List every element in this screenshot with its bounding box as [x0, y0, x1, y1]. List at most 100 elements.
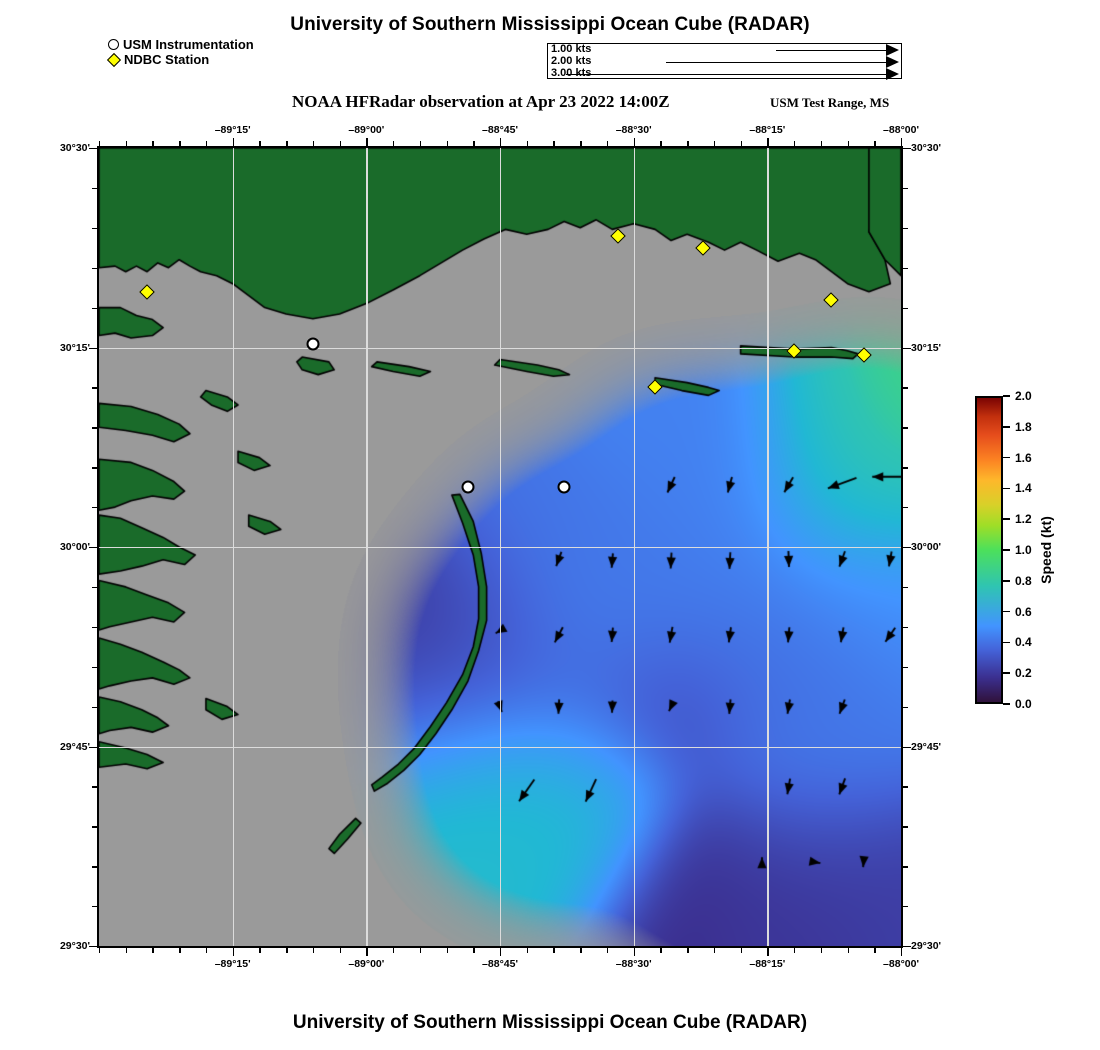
graticule-parallel [99, 547, 901, 549]
colorbar-title: Speed (kt) [1038, 516, 1054, 584]
y-tick-mark-left [92, 267, 97, 270]
diamond-marker-icon [106, 52, 122, 67]
y-tick-label-right: 30°30' [911, 142, 942, 154]
x-tick-label-bottom: –89°00' [348, 958, 385, 970]
circle-marker-icon [108, 39, 119, 50]
y-tick-mark-left [89, 746, 97, 748]
colorbar-tick-mark [1003, 426, 1010, 428]
x-tick-mark-bottom [901, 948, 903, 956]
y-tick-mark-right [903, 427, 908, 429]
y-tick-mark-left [92, 387, 97, 389]
x-tick-mark-top [526, 141, 529, 146]
colorbar-tick-label: 0.4 [1015, 635, 1032, 650]
colorbar-tick-mark [1003, 456, 1010, 459]
x-tick-mark-top [179, 141, 181, 146]
x-tick-mark-bottom [366, 948, 368, 956]
y-tick-mark-left [92, 826, 97, 828]
x-tick-label-bottom: –88°15' [749, 958, 786, 970]
y-tick-mark-right [903, 467, 908, 469]
usm-instrumentation-marker[interactable] [461, 480, 475, 494]
x-tick-mark-top [580, 141, 582, 146]
graticule-parallel [99, 347, 901, 349]
x-tick-label-top: –88°15' [749, 124, 786, 136]
y-tick-mark-right [903, 187, 908, 190]
y-tick-mark-left [92, 467, 97, 469]
legend-label-ndbc: NDBC Station [124, 52, 210, 67]
graticule-parallel [99, 746, 901, 748]
y-tick-mark-left [92, 507, 97, 509]
x-tick-mark-top [901, 138, 903, 146]
colorbar-tick-label: 1.8 [1015, 419, 1032, 434]
footer-title: University of Southern Mississippi Ocean… [292, 1012, 808, 1033]
y-tick-mark-left [89, 347, 97, 349]
y-tick-mark-left [92, 307, 97, 309]
page-title: University of Southern Mississippi Ocean… [290, 14, 810, 35]
x-tick-mark-bottom [446, 948, 448, 953]
colorbar-tick-mark [1003, 610, 1010, 613]
y-tick-mark-right [903, 586, 908, 589]
x-tick-mark-bottom [205, 948, 208, 953]
vector-scale-row-2: 2.00 kts [548, 55, 901, 68]
usm-instrumentation-marker[interactable] [306, 337, 320, 350]
x-tick-mark-top [393, 141, 395, 146]
colorbar-tick-mark [1003, 487, 1010, 490]
y-tick-mark-left [92, 626, 97, 629]
x-tick-mark-bottom [794, 948, 796, 953]
x-tick-mark-top [152, 141, 154, 146]
colorbar-tick-label: 1.2 [1015, 512, 1032, 527]
x-tick-mark-bottom [286, 948, 288, 953]
y-tick-mark-right [903, 906, 908, 908]
y-tick-mark-right [903, 666, 908, 669]
x-tick-mark-bottom [312, 948, 315, 953]
x-tick-mark-top [820, 141, 823, 146]
colorbar-tick-mark [1003, 518, 1010, 520]
y-tick-label-left: 29°30' [59, 940, 90, 952]
x-tick-mark-top [446, 141, 448, 146]
x-tick-mark-bottom [152, 948, 154, 953]
x-tick-mark-top [366, 138, 368, 146]
x-tick-mark-bottom [419, 948, 422, 953]
x-tick-mark-top [553, 141, 555, 146]
x-tick-mark-bottom [179, 948, 181, 953]
y-tick-mark-right [903, 866, 908, 868]
vector-scale-label-3: 3.00 kts [551, 67, 592, 79]
x-tick-mark-bottom [125, 948, 128, 953]
x-tick-mark-bottom [526, 948, 529, 953]
y-tick-mark-left [92, 786, 97, 788]
x-tick-label-top: –88°30' [615, 124, 652, 136]
map-plot-area[interactable] [97, 146, 903, 948]
y-tick-mark-left [89, 547, 97, 549]
y-tick-mark-right [903, 387, 908, 389]
vector-scale-line-2 [666, 62, 886, 64]
x-tick-mark-top [847, 141, 849, 146]
colorbar-tick-label: 0.6 [1015, 604, 1032, 619]
y-tick-mark-right [903, 946, 911, 948]
vector-scale-label-2: 2.00 kts [551, 55, 592, 67]
colorbar-group: 0.0 0.2 0.4 0.6 0.8 1.0 1.2 1.4 1.6 1.8 2.0 [975, 389, 1032, 711]
vector-scale-line-3 [566, 74, 886, 76]
speed-colorbar[interactable] [975, 396, 1003, 704]
x-tick-mark-bottom [687, 948, 689, 953]
x-tick-mark-top [99, 141, 101, 146]
vector-scale-arrowhead-2 [886, 56, 899, 68]
colorbar-tick-mark [1003, 703, 1010, 705]
x-tick-mark-bottom [740, 948, 742, 953]
y-tick-label-right: 29°45' [911, 740, 942, 753]
x-tick-mark-top [205, 141, 208, 146]
x-tick-label-bottom: –88°45' [482, 958, 518, 970]
x-tick-mark-top [713, 141, 716, 146]
vector-scale-key: 1.00 kts 2.00 kts 3.00 kts [547, 43, 902, 80]
colorbar-tick-label: 0.0 [1015, 697, 1032, 711]
vector-scale-row-1: 1.00 kts [548, 43, 901, 56]
site-label: USM Test Range, MS [770, 95, 890, 110]
y-tick-mark-right [903, 148, 911, 150]
y-tick-mark-right [903, 626, 908, 629]
y-tick-label-right: 30°15' [911, 341, 942, 354]
usm-instrumentation-marker[interactable] [557, 480, 571, 494]
x-tick-mark-top [419, 141, 422, 146]
y-tick-label-left: 30°00' [59, 541, 90, 553]
y-tick-label-right: 29°30' [911, 940, 942, 952]
x-tick-mark-top [232, 138, 235, 146]
y-tick-mark-right [903, 347, 911, 349]
y-tick-mark-right [903, 706, 908, 708]
